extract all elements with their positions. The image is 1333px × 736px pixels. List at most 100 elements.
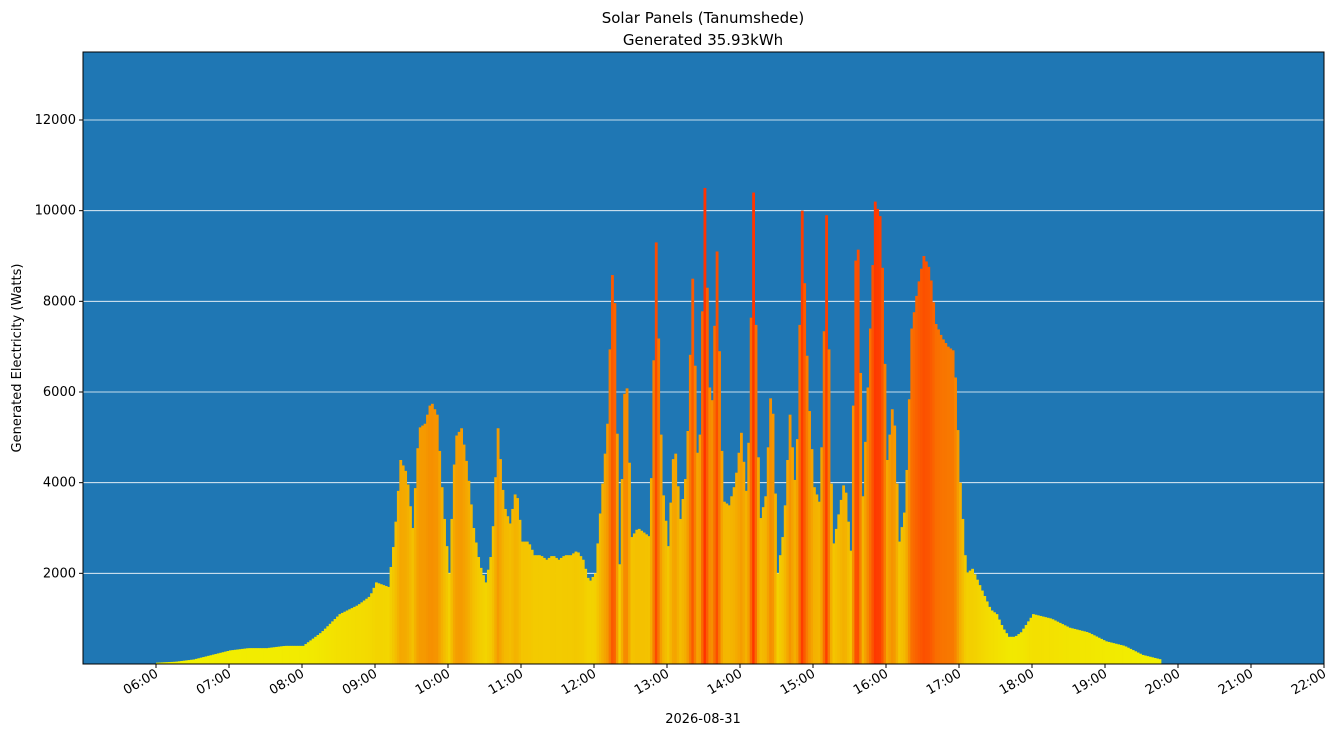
- power-bar: [345, 610, 349, 664]
- power-bar: [961, 518, 965, 664]
- y-tick-label: 6000: [43, 385, 76, 400]
- power-bar: [423, 423, 427, 664]
- power-bar: [211, 654, 215, 664]
- power-bar: [873, 201, 877, 664]
- power-bar: [336, 616, 339, 664]
- power-bar: [156, 662, 159, 664]
- x-tick-label: 06:00: [121, 666, 161, 698]
- power-bar: [180, 660, 184, 664]
- power-bar: [418, 427, 422, 664]
- power-bar: [971, 568, 974, 664]
- power-bar: [1049, 618, 1052, 664]
- power-bar: [343, 611, 347, 664]
- power-bar: [718, 351, 721, 664]
- power-bar: [844, 492, 848, 664]
- power-bar: [229, 650, 232, 664]
- power-bar: [1092, 635, 1096, 664]
- power-bar: [518, 519, 522, 664]
- power-bar: [798, 324, 802, 664]
- power-bar: [698, 434, 702, 664]
- power-bar: [615, 433, 619, 664]
- power-bar: [248, 648, 252, 664]
- power-bar: [764, 496, 768, 664]
- power-bar: [825, 215, 828, 664]
- power-bar: [323, 628, 327, 664]
- power-bar: [394, 521, 398, 664]
- power-bar: [949, 348, 953, 664]
- power-bar: [591, 576, 595, 664]
- power-bar: [613, 303, 617, 664]
- power-bar: [1044, 617, 1047, 664]
- power-bar: [895, 483, 899, 664]
- power-bar: [1117, 644, 1120, 664]
- power-bar: [608, 349, 612, 664]
- power-bar: [929, 280, 933, 664]
- power-bar: [839, 499, 843, 664]
- x-tick-label: 21:00: [1216, 666, 1256, 698]
- x-tick-label: 16:00: [851, 666, 891, 698]
- power-bar: [316, 634, 320, 664]
- power-bar: [781, 537, 785, 664]
- power-bar: [177, 661, 181, 664]
- power-bar: [927, 266, 931, 664]
- power-bar: [893, 425, 897, 664]
- power-bar: [355, 605, 359, 664]
- power-bar: [1119, 644, 1123, 664]
- power-bar: [847, 521, 850, 664]
- y-tick-label: 4000: [43, 476, 76, 491]
- power-bar: [579, 556, 583, 664]
- x-tick-label: 11:00: [486, 666, 526, 698]
- power-bar: [980, 590, 984, 664]
- power-bar: [1141, 654, 1145, 664]
- power-bar: [1105, 641, 1108, 664]
- power-bar: [241, 648, 244, 664]
- power-bar: [837, 514, 841, 664]
- power-bar: [890, 409, 894, 664]
- power-bar: [611, 275, 614, 664]
- power-bar: [793, 479, 797, 664]
- power-bar: [1087, 632, 1091, 664]
- power-bar: [1139, 653, 1142, 664]
- power-bar: [204, 656, 208, 664]
- power-bar: [849, 550, 853, 664]
- power-bar: [1012, 636, 1016, 664]
- power-bar: [197, 658, 201, 664]
- power-bar: [469, 504, 473, 664]
- power-bar: [810, 449, 814, 664]
- power-bar: [995, 614, 999, 664]
- power-bar: [800, 210, 804, 664]
- power-bar: [737, 452, 741, 664]
- power-bar: [187, 660, 191, 664]
- power-bar: [392, 547, 395, 664]
- power-bar: [440, 487, 444, 664]
- power-bar: [450, 518, 454, 664]
- power-bar: [255, 648, 259, 664]
- power-bar: [791, 447, 794, 664]
- power-bar: [649, 478, 653, 664]
- power-bar: [924, 261, 928, 664]
- power-bar: [1024, 625, 1028, 664]
- power-bar: [533, 555, 536, 664]
- power-bar: [808, 411, 811, 664]
- power-bar: [357, 604, 361, 664]
- power-bar: [564, 555, 568, 664]
- power-bar: [207, 655, 210, 664]
- power-bar: [761, 507, 765, 664]
- power-bar: [730, 496, 734, 664]
- power-bar: [1122, 645, 1125, 664]
- power-bar: [333, 618, 337, 664]
- power-bar: [472, 528, 476, 664]
- power-bar: [426, 414, 429, 664]
- power-bar: [1002, 629, 1006, 664]
- power-bar: [598, 513, 602, 664]
- power-bar: [445, 546, 449, 664]
- power-bar: [219, 652, 223, 664]
- power-bar: [625, 388, 629, 664]
- power-bar: [1000, 625, 1004, 664]
- power-bar: [1053, 620, 1057, 664]
- power-bar: [477, 557, 481, 664]
- plot-frame: [82, 51, 1325, 665]
- power-bar: [778, 555, 782, 664]
- power-bar: [1027, 621, 1030, 664]
- power-bar: [562, 556, 566, 664]
